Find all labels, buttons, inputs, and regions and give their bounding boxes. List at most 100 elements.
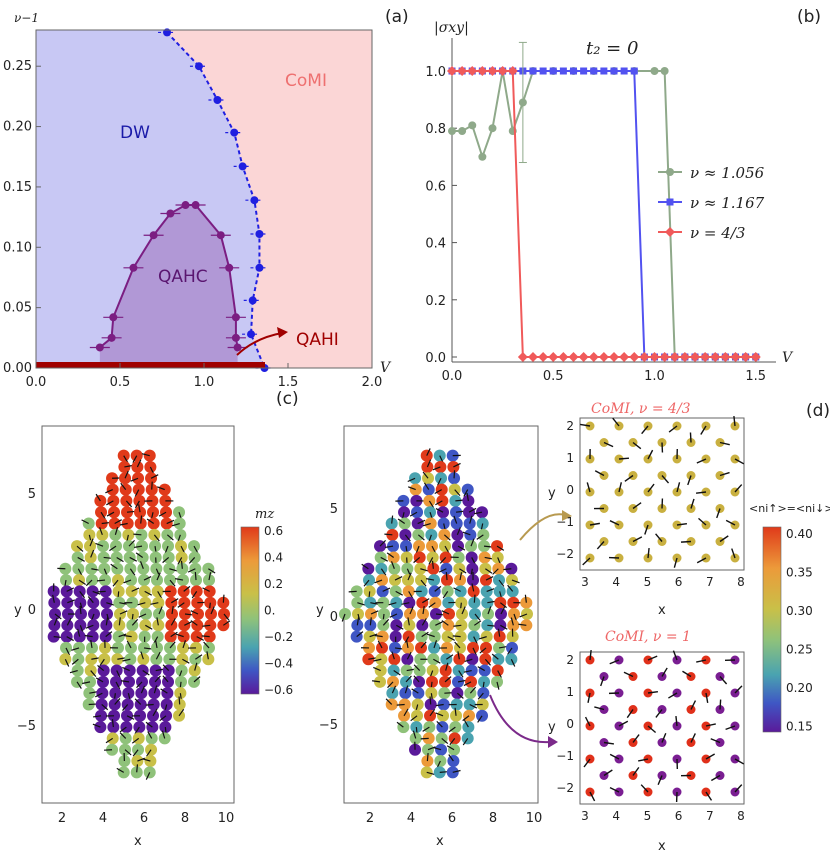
d-spin-arrow — [374, 634, 383, 638]
d-spin-arrow — [369, 633, 378, 638]
c-spin-arrow — [66, 587, 75, 592]
d-spin-arrow — [462, 715, 470, 722]
d-spin-arrow — [372, 680, 381, 683]
c-spin-arrow — [116, 670, 121, 679]
d-xtick-label: 10 — [526, 811, 543, 826]
d-colorbar-tick: 0.15 — [786, 720, 813, 734]
c-spin-arrow — [139, 561, 144, 569]
inset-spin-arrow — [609, 787, 620, 793]
d-spin-arrow — [428, 557, 434, 565]
inset-spin-arrow — [696, 458, 707, 464]
b-tag: (b) — [797, 7, 821, 27]
b-ytick-label: 0.2 — [425, 294, 446, 309]
d-tag: (d) — [806, 401, 830, 421]
c-spin-arrow — [146, 749, 152, 757]
d-spin-arrow — [422, 606, 425, 615]
c-spin-arrow — [92, 723, 101, 728]
d-spin-arrow — [483, 545, 493, 548]
c-spin-arrow — [131, 587, 140, 592]
c-spin-arrow — [182, 640, 187, 649]
inset-ytick-label: 0 — [566, 483, 574, 497]
inset-bottom-sites — [583, 649, 745, 803]
b-marker-diamond — [710, 352, 721, 362]
b-ylabel: |σxy| — [434, 20, 469, 36]
c-spin-arrow — [141, 453, 150, 457]
d-spin-arrow — [438, 568, 447, 573]
d-spin-arrow — [500, 624, 508, 630]
c-spin-arrow — [180, 560, 183, 569]
d-spin-arrow — [391, 685, 397, 694]
d-xtick-label: 8 — [489, 811, 497, 826]
b-marker-diamond — [740, 352, 751, 362]
d-spin-arrow — [444, 676, 452, 683]
c-spin-arrow — [190, 620, 198, 626]
inset-xtick-label: 5 — [644, 809, 652, 823]
inset-spin-arrow — [612, 417, 620, 427]
c-spin-arrow — [118, 633, 127, 638]
inset-xtick-label: 6 — [675, 809, 683, 823]
d-spin-arrow — [466, 492, 469, 502]
inset-spin-arrow — [734, 784, 743, 793]
b-marker-diamond — [629, 352, 640, 362]
c-spin-arrow — [153, 534, 160, 542]
inset-ytick-label: −2 — [556, 781, 574, 795]
inset-spin-arrow — [632, 766, 640, 776]
c-spin-arrow — [101, 521, 110, 525]
d-spin-arrow — [435, 508, 444, 513]
inset-spin-arrow — [661, 732, 667, 743]
c-spin-arrow — [136, 764, 139, 773]
c-spin-arrow — [175, 578, 184, 581]
b-legend: ν ≈ 1.056 ν ≈ 1.167 ν = 4/3 — [658, 164, 765, 242]
c-spin-arrow — [124, 749, 132, 756]
inset-spin-arrow — [690, 733, 696, 743]
d-spin-arrow — [498, 645, 507, 649]
arrow-to-top-inset-head — [562, 510, 572, 521]
c-spin-arrow — [145, 624, 153, 630]
inset-spin-arrow — [600, 676, 605, 687]
c-spin-arrow — [125, 500, 133, 508]
inset-top-sites — [580, 415, 745, 568]
d-spin-arrow — [518, 623, 527, 626]
d-spin-arrow — [413, 664, 421, 671]
c-spin-arrow — [145, 772, 151, 780]
arrow-to-bottom-inset-head — [548, 736, 558, 748]
b-marker-diamond — [609, 352, 619, 362]
d-spin-arrow — [356, 631, 364, 638]
c-spin-arrow — [95, 677, 104, 683]
inset-ytick-label: −2 — [556, 547, 574, 561]
c-spin-arrow — [142, 758, 151, 762]
c-spin-arrow — [90, 639, 93, 649]
d-spin-arrow — [439, 771, 448, 773]
b-marker-diamond — [588, 352, 599, 362]
inset-spin-arrow — [655, 709, 663, 718]
inset-xtick-label: 6 — [675, 575, 683, 589]
c-colorbar-tick: −0.4 — [264, 657, 293, 671]
c-spin-arrow — [195, 654, 203, 660]
inset-spin-arrow — [661, 667, 668, 677]
c-spin-arrow — [210, 606, 215, 615]
inset-spin-arrow — [705, 753, 716, 760]
d-spin-arrow — [417, 519, 426, 525]
c-spin-arrow — [131, 618, 139, 626]
d-spin-arrow — [510, 617, 514, 626]
d-spin-arrow — [439, 557, 447, 564]
d-spin-arrow — [457, 651, 460, 660]
inset-spin-arrow — [589, 791, 596, 802]
d-spin-arrow — [499, 602, 507, 609]
inset-spin-arrow — [700, 425, 707, 435]
d-spin-arrow — [498, 579, 505, 587]
inset-spin-arrow — [687, 475, 692, 486]
d-spin-arrow — [507, 584, 514, 592]
d-spin-arrow — [497, 628, 501, 637]
c-colorbar-title: mz — [255, 507, 274, 522]
d-spin-arrow — [435, 621, 443, 626]
d-spin-arrow — [462, 738, 469, 746]
b-legend-label: ν ≈ 1.167 — [690, 194, 765, 212]
c-spin-arrow — [99, 527, 103, 536]
b-xtick-label: 0.5 — [543, 369, 564, 384]
c-spin-arrow — [194, 662, 198, 671]
c-spin-arrow — [94, 692, 103, 698]
d-spin-arrow — [442, 591, 449, 599]
c-spin-arrow — [109, 545, 117, 552]
qahc-point — [191, 201, 200, 210]
